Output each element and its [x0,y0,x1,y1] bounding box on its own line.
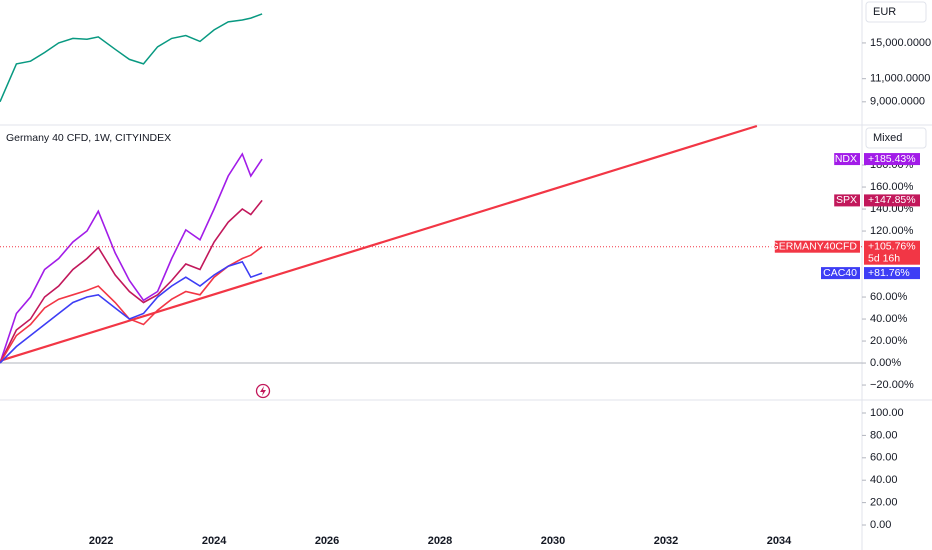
y-tick-label: 60.00% [870,291,908,303]
series-value-badge [864,240,920,265]
y-tick-label: 20.00% [870,335,908,347]
series-value-label: +147.85% [868,194,916,206]
currency-label[interactable]: EUR [873,6,896,18]
y-tick-label: 40.00% [870,313,908,325]
scale-button[interactable] [865,127,927,149]
series-value-badge [864,194,920,207]
lightning-glyph [260,386,266,396]
price-line [0,13,263,103]
series-value-label: +81.76% [868,267,910,279]
y-tick-label: 100.00 [870,407,904,419]
y-tick-label: −20.00% [870,379,914,391]
series-value-label: +185.43% [868,153,916,165]
series-line [0,152,263,364]
series-name: NDX [835,153,857,165]
scale-label[interactable]: Mixed [873,132,902,144]
y-tick-label: 120.00% [870,225,914,237]
y-tick-label: 160.00% [870,181,914,193]
series-name: CAC40 [823,267,857,279]
x-tick-label: 2034 [767,535,792,547]
y-tick-label: 11,000.0000 [870,73,930,85]
y-tick-label: 80.00 [870,429,898,441]
series-line [0,199,263,364]
series-name: GERMANY40CFD [771,240,858,252]
x-tick-label: 2026 [315,535,339,547]
series-line [0,260,263,364]
y-tick-label: 40.00 [870,474,898,486]
x-tick-label: 2024 [202,535,227,547]
y-tick-label: 15,000.0000 [870,37,931,49]
currency-button[interactable] [865,1,927,23]
series-name-badge [834,153,860,166]
countdown: 5d 16h [868,252,900,264]
x-tick-label: 2032 [654,535,678,547]
series-name-badge [821,267,860,280]
x-tick-label: 2022 [89,535,113,547]
pane-title: Germany 40 CFD, 1W, CITYINDEX [6,132,171,144]
trend-line [0,124,758,362]
y-tick-label: 0.00% [870,357,901,369]
x-tick-label: 2030 [541,535,565,547]
series-name: SPX [836,194,857,206]
y-tick-label: 20.00 [870,497,898,509]
y-tick-label: 9,000.0000 [870,96,925,108]
series-value-label: +105.76% [868,240,916,252]
y-tick-label: 0.00 [870,519,891,531]
series-value-badge [864,267,920,280]
series-value-badge [864,153,920,166]
x-tick-label: 2028 [428,535,452,547]
series-name-badge [834,194,860,207]
series-name-badge [774,240,860,253]
y-tick-label: 60.00 [870,452,898,464]
